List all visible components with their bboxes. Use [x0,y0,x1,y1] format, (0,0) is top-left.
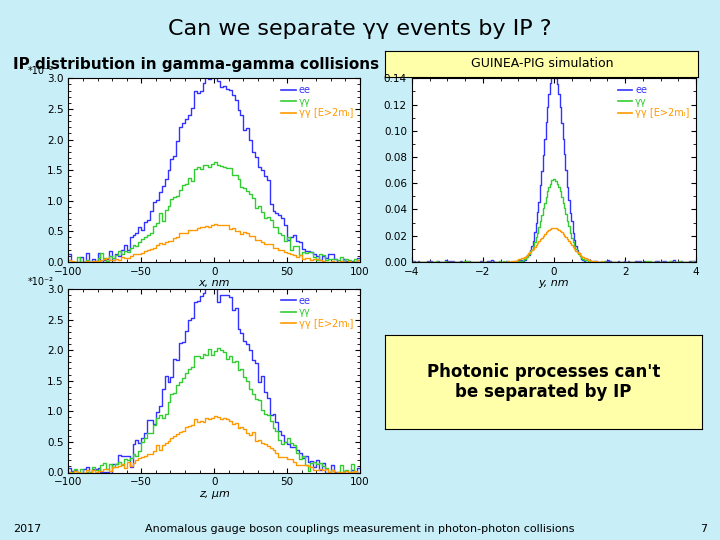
Text: *10⁻²: *10⁻² [27,66,53,77]
X-axis label: z, μm: z, μm [199,489,230,499]
Text: *10⁻²: *10⁻² [27,277,53,287]
Text: GUINEA-PIG simulation: GUINEA-PIG simulation [471,57,613,70]
Text: Anomalous gauge boson couplings measurement in photon-photon collisions: Anomalous gauge boson couplings measurem… [145,523,575,534]
Legend: ee, γγ, γγ [E>2mₗ]: ee, γγ, γγ [E>2mₗ] [279,294,355,330]
Legend: ee, γγ, γγ [E>2mₗ]: ee, γγ, γγ [E>2mₗ] [616,83,691,120]
Legend: ee, γγ, γγ [E>2mₗ]: ee, γγ, γγ [E>2mₗ] [279,83,355,120]
Text: Can we separate γγ events by IP ?: Can we separate γγ events by IP ? [168,19,552,39]
Text: 2017: 2017 [13,523,41,534]
X-axis label: x, nm: x, nm [199,278,230,288]
Text: Photonic processes can't
be separated by IP: Photonic processes can't be separated by… [427,363,660,401]
Text: 7: 7 [700,523,707,534]
Text: IP distribution in gamma-gamma collisions: IP distribution in gamma-gamma collision… [13,57,379,72]
X-axis label: y, nm: y, nm [539,278,570,288]
